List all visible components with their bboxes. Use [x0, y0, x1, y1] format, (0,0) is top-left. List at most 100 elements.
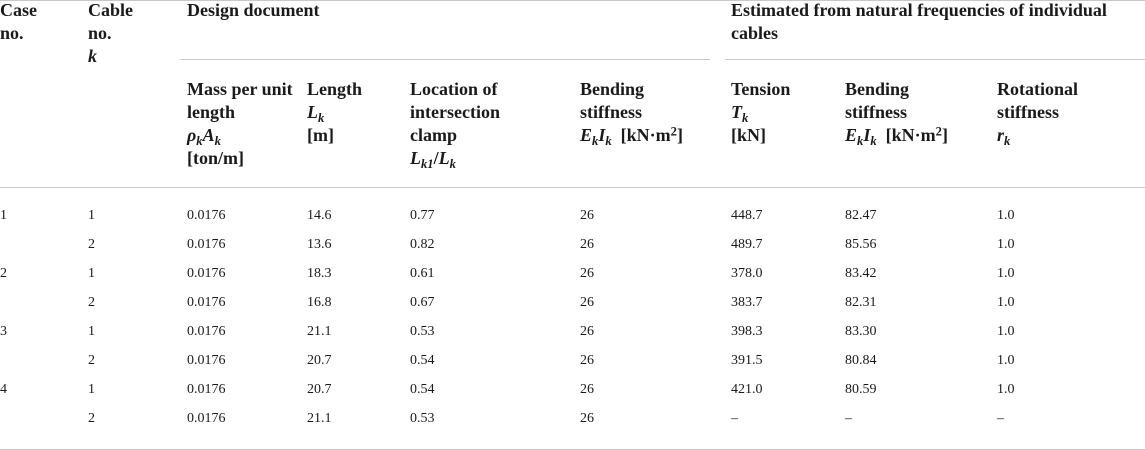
cell-r1-length: 13.6 [307, 237, 332, 252]
cell-r3-location: 0.67 [410, 295, 435, 310]
header-bending-i: I [598, 125, 606, 145]
cell-r0-bending-est: 82.47 [845, 208, 877, 223]
header-location-slash: / [433, 148, 439, 168]
cell-r6-cable: 1 [88, 382, 95, 397]
cell-r7-bending-est: – [845, 411, 852, 426]
cell-r6-mass: 0.0176 [187, 382, 226, 397]
cell-r4-cable: 1 [88, 324, 95, 339]
cell-r7-rotational: – [997, 411, 1004, 426]
cell-r6-length: 20.7 [307, 382, 332, 397]
cell-r2-mass: 0.0176 [187, 266, 226, 281]
header-case-no: Case no. [0, 0, 37, 43]
cell-r5-tension: 391.5 [731, 353, 763, 368]
cell-r7-mass: 0.0176 [187, 411, 226, 426]
header-bending-e: E [580, 125, 593, 145]
cell-r2-cable: 1 [88, 266, 95, 281]
header-bending2-unit-sup: 2 [935, 124, 942, 139]
cell-r2-location: 0.61 [410, 266, 435, 281]
header-bending2-unit: [kN·m [885, 125, 936, 145]
cell-r2-tension: 378.0 [731, 266, 763, 281]
header-design-document: Design document [187, 0, 320, 20]
header-bending2-e-sub: k [857, 133, 864, 148]
cell-r4-tension: 398.3 [731, 324, 763, 339]
cell-r0-tension: 448.7 [731, 208, 763, 223]
cell-r7-length: 21.1 [307, 411, 332, 426]
cell-r7-cable: 2 [88, 411, 95, 426]
cell-r1-tension: 489.7 [731, 237, 763, 252]
header-bending-i-sub: k [605, 133, 612, 148]
cell-r0-rotational: 1.0 [997, 208, 1015, 223]
header-bending-estimated: Bending stiffness EkIk [kN·m2] [845, 78, 975, 147]
cell-r3-length: 16.8 [307, 295, 332, 310]
cell-r5-mass: 0.0176 [187, 353, 226, 368]
header-bending-label: Bending stiffness [580, 79, 645, 122]
header-bending2-e: E [845, 125, 858, 145]
cell-r1-cable: 2 [88, 237, 95, 252]
header-bottom-rule [0, 187, 1145, 188]
cell-r0-bending: 26 [580, 208, 594, 223]
header-mass-a-sub: k [214, 133, 221, 148]
header-tension-sub: k [742, 110, 749, 125]
cell-r3-bending: 26 [580, 295, 594, 310]
header-bending: Bending stiffness EkIk [kN·m2] [580, 78, 710, 147]
header-bending2-i: I [863, 125, 871, 145]
cell-r5-bending: 26 [580, 353, 594, 368]
header-mass: Mass per unit length ρkAk [ton/m] [187, 78, 307, 170]
header-tension-unit: [kN] [731, 125, 766, 145]
cell-r4-bending-est: 83.30 [845, 324, 877, 339]
header-bending2-label: Bending stiffness [845, 79, 910, 122]
header-mass-a: A [202, 125, 215, 145]
header-cable-k: k [88, 46, 97, 66]
cell-r1-rotational: 1.0 [997, 237, 1015, 252]
header-mass-rho-sub: k [196, 133, 203, 148]
cell-r1-bending: 26 [580, 237, 594, 252]
estimated-group-rule [725, 59, 1145, 60]
cell-r0-location: 0.77 [410, 208, 435, 223]
cell-r7-tension: – [731, 411, 738, 426]
cell-r2-case: 2 [0, 266, 7, 281]
cell-r3-rotational: 1.0 [997, 295, 1015, 310]
header-cable-no-label: Cable no. [88, 0, 133, 43]
cell-r1-location: 0.82 [410, 237, 435, 252]
header-cable-no: Cable no. k [88, 0, 158, 68]
header-length-sub: k [318, 110, 325, 125]
header-location: Location of intersection clamp Lk1/Lk [410, 78, 550, 170]
cell-r6-bending-est: 80.59 [845, 382, 877, 397]
cell-r5-bending-est: 80.84 [845, 353, 877, 368]
header-length-sym: L [307, 102, 318, 122]
cell-r4-length: 21.1 [307, 324, 332, 339]
cell-r2-rotational: 1.0 [997, 266, 1015, 281]
header-bending-e-sub: k [592, 133, 599, 148]
header-bending-unit: [kN·m [620, 125, 671, 145]
cell-r2-bending: 26 [580, 266, 594, 281]
cell-r0-cable: 1 [88, 208, 95, 223]
cell-r6-tension: 421.0 [731, 382, 763, 397]
header-rotational-label: Rotational stiffness [997, 79, 1078, 122]
cell-r6-location: 0.54 [410, 382, 435, 397]
cell-r6-rotational: 1.0 [997, 382, 1015, 397]
cell-r2-length: 18.3 [307, 266, 332, 281]
cell-r4-location: 0.53 [410, 324, 435, 339]
header-length-label: Length [307, 79, 363, 99]
header-location-l1: L [410, 148, 421, 168]
cell-r4-case: 3 [0, 324, 7, 339]
cell-r5-rotational: 1.0 [997, 353, 1015, 368]
header-location-label: Location of intersection clamp [410, 79, 500, 145]
header-length: Length Lk [m] [307, 78, 387, 147]
header-rotational-sub: k [1004, 133, 1011, 148]
cell-r5-location: 0.54 [410, 353, 435, 368]
header-mass-rho: ρ [187, 125, 197, 145]
cell-r4-rotational: 1.0 [997, 324, 1015, 339]
header-mass-label: Mass per unit length [187, 79, 293, 122]
header-tension: Tension Tk [kN] [731, 78, 831, 147]
cell-r5-length: 20.7 [307, 353, 332, 368]
header-location-l2: L [438, 148, 450, 168]
cell-r3-tension: 383.7 [731, 295, 763, 310]
cell-r0-length: 14.6 [307, 208, 332, 223]
cell-r7-bending: 26 [580, 411, 594, 426]
header-bending-unit-sup: 2 [670, 124, 677, 139]
header-location-sub2: k [449, 156, 456, 171]
header-tension-label: Tension [731, 79, 791, 99]
header-rotational: Rotational stiffness rk [997, 78, 1127, 147]
